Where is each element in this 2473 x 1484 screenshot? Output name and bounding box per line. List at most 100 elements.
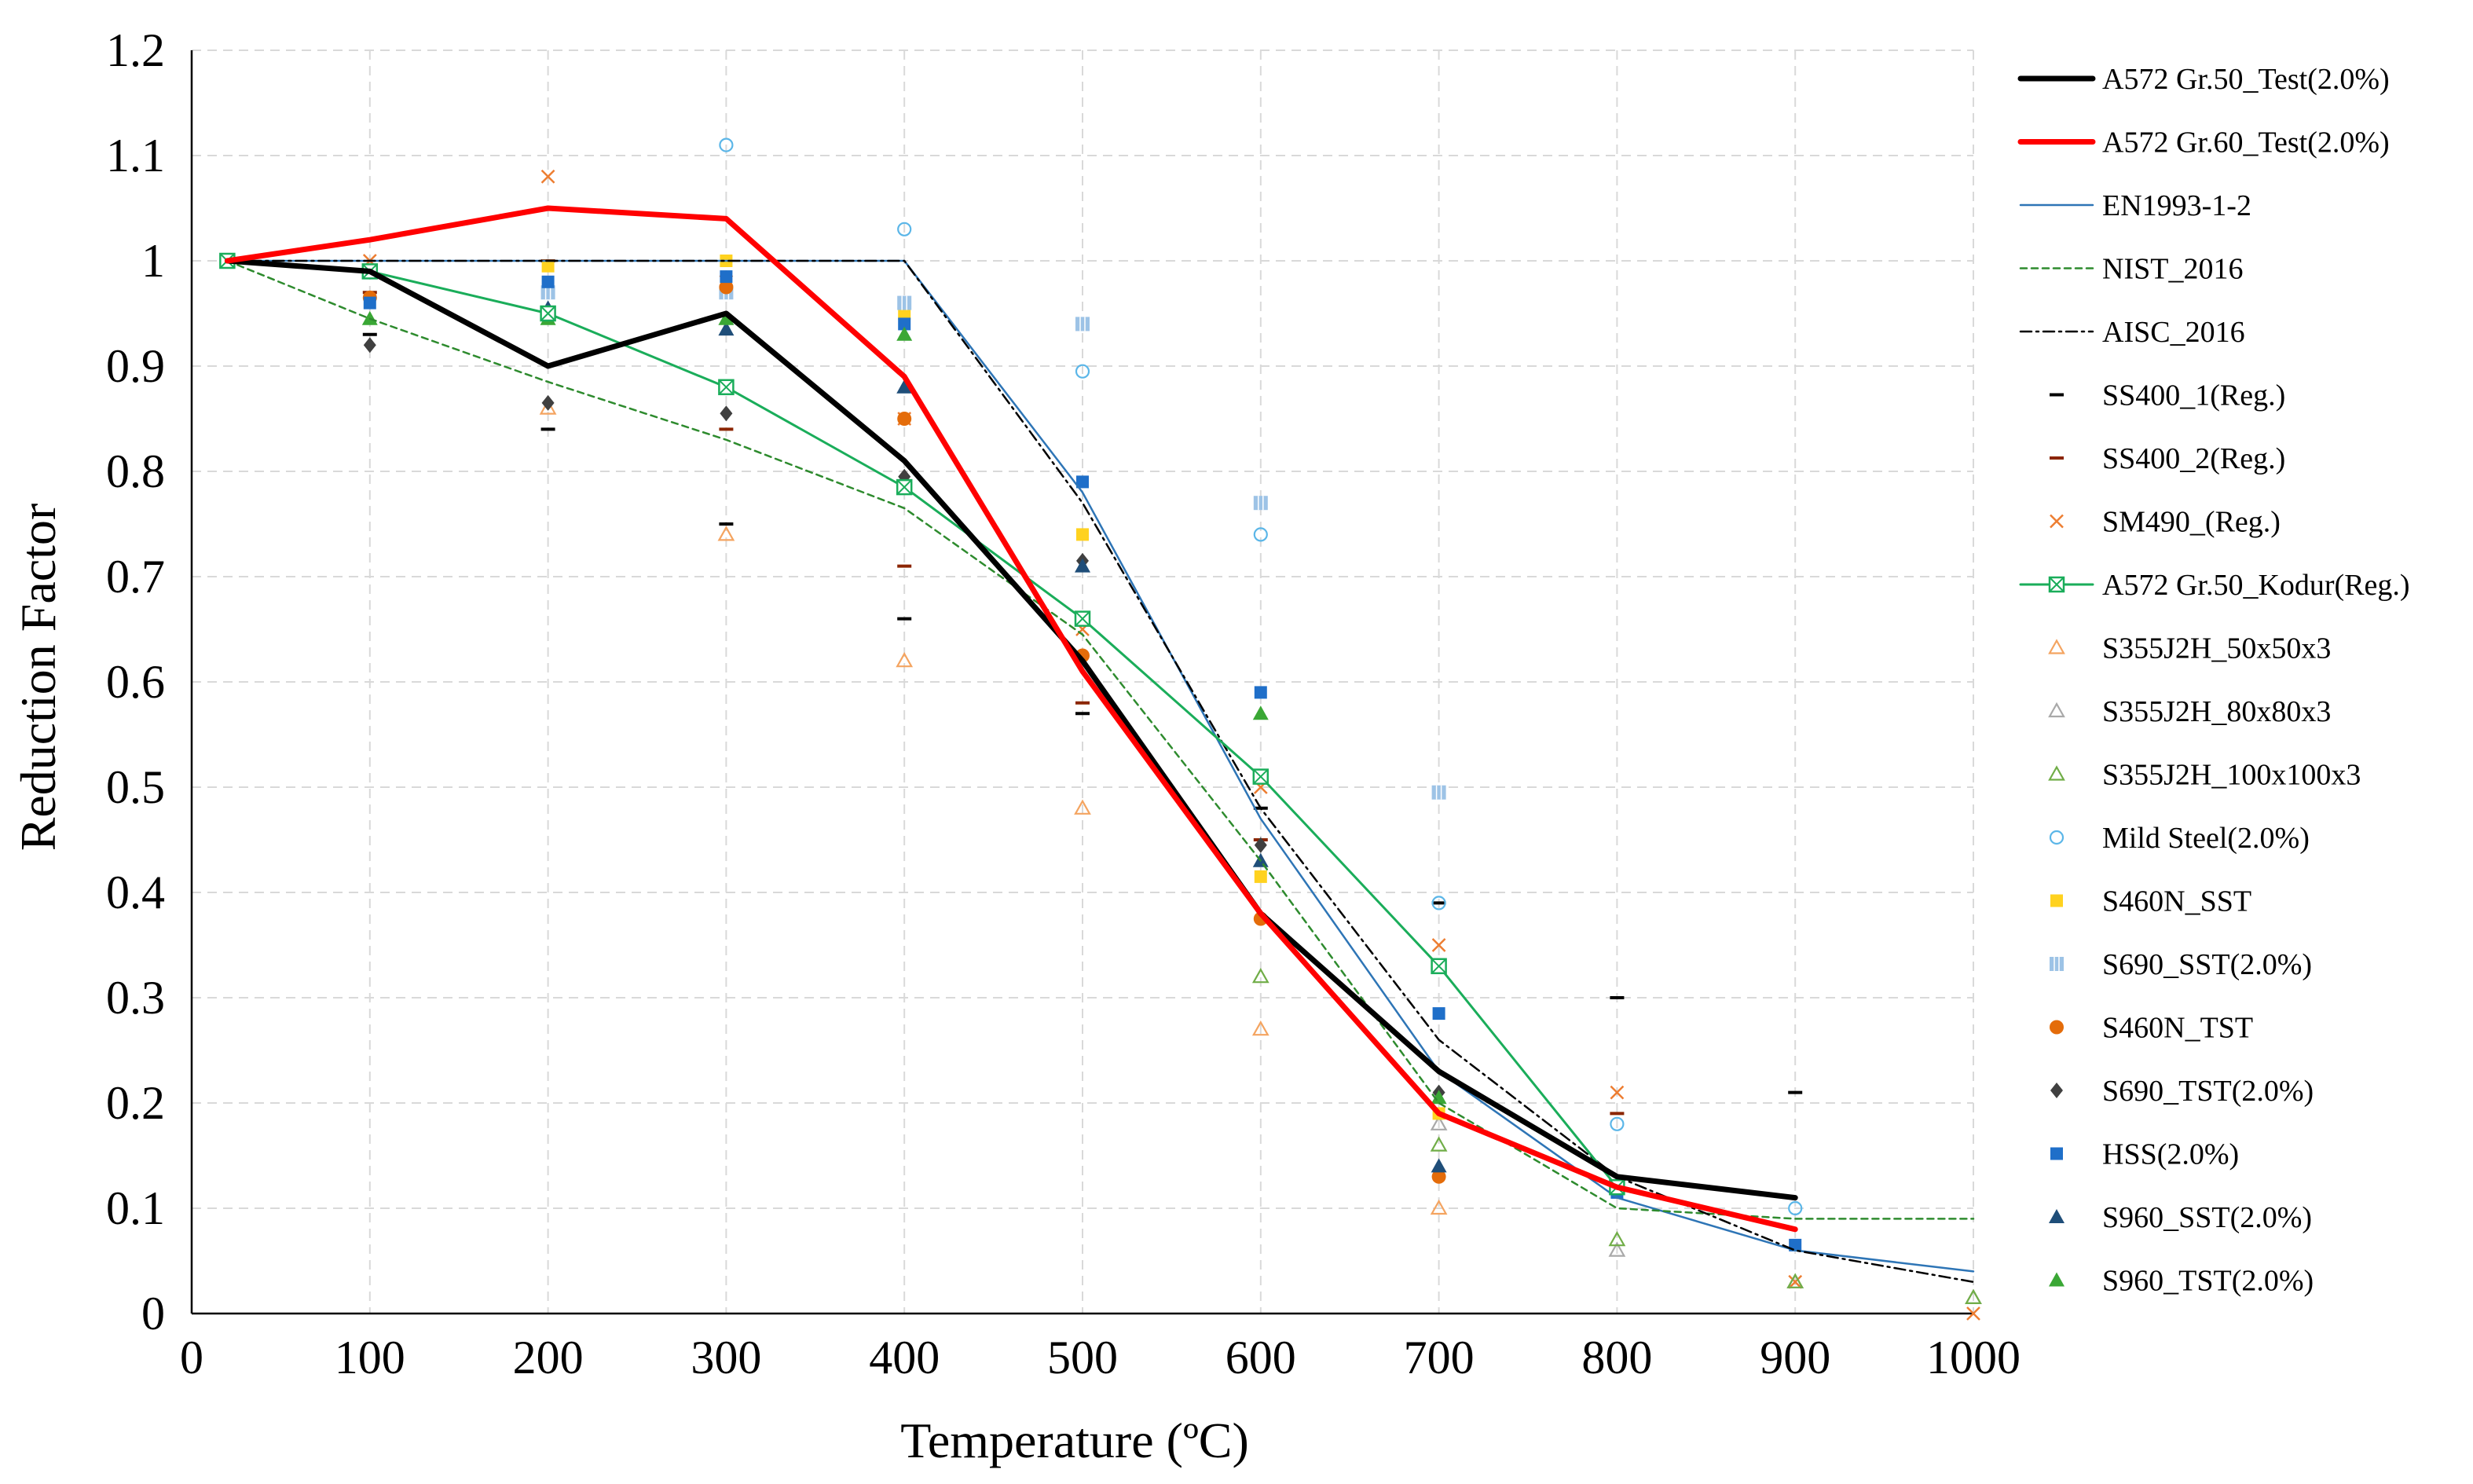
- data-point: [1254, 686, 1267, 699]
- legend-swatch-marker: [2050, 957, 2064, 971]
- x-tick-label: 0: [180, 1332, 203, 1383]
- box-cross: [1253, 768, 1269, 785]
- legend-label: Mild Steel(2.0%): [2102, 822, 2310, 855]
- legend-label: SS400_1(Reg.): [2102, 379, 2285, 412]
- legend-label: S960_TST(2.0%): [2102, 1265, 2314, 1298]
- series-en1993-1-2: [226, 259, 1975, 1273]
- legend-label: A572 Gr.50_Kodur(Reg.): [2102, 569, 2410, 602]
- legend-swatch-marker: [2048, 702, 2065, 718]
- series-aisc-2016: [226, 259, 1975, 1284]
- legend-item-s460n-sst: S460N_SST: [2050, 885, 2251, 918]
- legend-item-aisc-2016: AISC_2016: [2019, 316, 2245, 349]
- data-point: [1075, 317, 1090, 332]
- x-tick-label: 300: [691, 1332, 761, 1383]
- x-tick-label: 400: [869, 1332, 940, 1383]
- data-point: [1075, 558, 1090, 573]
- data-point: [718, 379, 735, 396]
- grid-square-fill: [897, 295, 912, 310]
- y-tick-label: 1.1: [106, 130, 165, 181]
- data-point: [363, 296, 376, 310]
- series-s355j2h-50x50x3: [539, 399, 1448, 1215]
- data-point: [1608, 1230, 1626, 1247]
- series-line: [226, 259, 1975, 1273]
- data-point: [1431, 896, 1446, 911]
- data-point: [1432, 1007, 1445, 1020]
- legend-swatch-marker: [2049, 830, 2064, 845]
- grid-square-fill: [1253, 496, 1268, 511]
- data-point: [896, 651, 914, 668]
- y-tick-label: 0.7: [106, 551, 165, 603]
- data-point: [1966, 1306, 1980, 1321]
- y-tick-label: 1.2: [106, 24, 165, 76]
- data-point: [1076, 528, 1089, 541]
- box-cross: [2049, 577, 2064, 592]
- data-point: [720, 405, 733, 422]
- data-point: [896, 326, 913, 341]
- x-stroke: [1610, 1085, 1625, 1100]
- legend-label: A572 Gr.60_Test(2.0%): [2102, 126, 2390, 159]
- legend-swatch-marker: [2048, 639, 2065, 654]
- box-cross: [718, 379, 735, 395]
- data-point: [896, 478, 913, 496]
- data-point: [719, 280, 734, 295]
- x-stroke: [1431, 938, 1446, 952]
- x-axis-title: Temperature (ºC): [900, 1413, 1249, 1468]
- data-point: [1431, 1090, 1447, 1105]
- legend-item-s960-tst-2-0: S960_TST(2.0%): [2049, 1265, 2314, 1298]
- grid-square-fill: [1431, 785, 1446, 800]
- x-tick-label: 200: [513, 1332, 584, 1383]
- box-cross: [896, 479, 912, 495]
- data-point: [1076, 475, 1089, 489]
- x-tick-label: 800: [1581, 1332, 1652, 1383]
- data-point: [897, 222, 912, 236]
- data-point: [897, 412, 912, 426]
- series-a572-gr-50-test-2-0: [224, 258, 1798, 1201]
- data-point: [539, 399, 557, 415]
- legend-label: NIST_2016: [2102, 253, 2243, 286]
- data-point: [1074, 610, 1091, 627]
- box-cross: [540, 306, 556, 321]
- data-point: [718, 310, 735, 325]
- data-point: [719, 137, 734, 152]
- data-point: [1430, 1199, 1448, 1215]
- data-point: [1786, 1273, 1804, 1288]
- legend-item-sm490-reg: SM490_(Reg.): [2050, 506, 2281, 539]
- legend-label: EN1993-1-2: [2102, 189, 2251, 222]
- data-point: [541, 275, 555, 288]
- data-point: [1253, 527, 1268, 542]
- data-point: [1252, 705, 1269, 720]
- gridlines: [192, 49, 1974, 1314]
- x-tick-label: 100: [335, 1332, 405, 1383]
- data-point: [1251, 1020, 1269, 1036]
- legend-swatch-marker: [2049, 1272, 2064, 1287]
- legend-swatch-marker: [2050, 1147, 2063, 1160]
- legend-label: S460N_SST: [2102, 885, 2251, 918]
- legend-item-hss-2-0: HSS(2.0%): [2050, 1138, 2239, 1171]
- series-line: [224, 258, 1798, 1201]
- x-stroke: [1966, 1306, 1980, 1321]
- x-tick-label: 500: [1047, 1332, 1118, 1383]
- data-point: [1431, 1158, 1447, 1173]
- legend-label: S460N_TST: [2102, 1012, 2253, 1045]
- y-tick-label: 0.9: [106, 340, 165, 392]
- series-layer: [219, 137, 1982, 1321]
- legend-label: S690_TST(2.0%): [2102, 1075, 2314, 1108]
- data-point: [1788, 1274, 1803, 1289]
- data-point: [1254, 837, 1267, 853]
- legend-swatch-marker: [2049, 1209, 2064, 1223]
- legend-swatch-marker: [2048, 765, 2065, 781]
- y-tick-label: 0.4: [106, 867, 165, 918]
- y-axis-title: Reduction Factor: [10, 504, 66, 852]
- data-point: [1431, 1169, 1446, 1184]
- legend-item-a572-gr-60-test-2-0: A572 Gr.60_Test(2.0%): [2017, 126, 2390, 159]
- data-point: [1251, 967, 1269, 984]
- box-cross: [1431, 958, 1447, 974]
- legend-item-s690-sst-2-0: S690_SST(2.0%): [2050, 948, 2312, 981]
- grid-square-fill: [1075, 317, 1090, 332]
- data-point: [720, 270, 733, 284]
- data-point: [1253, 496, 1268, 511]
- data-point: [718, 321, 735, 336]
- data-point: [717, 526, 735, 541]
